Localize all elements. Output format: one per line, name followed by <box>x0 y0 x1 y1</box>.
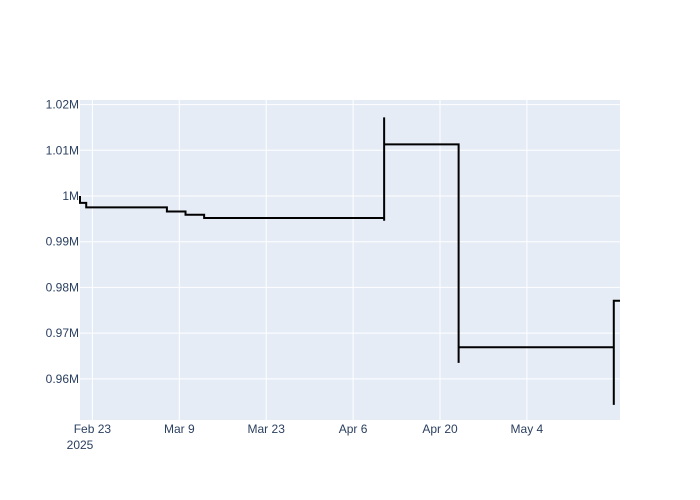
y-gridlines <box>80 104 620 380</box>
series-layer <box>79 117 620 405</box>
x-tick-labels: Feb 23 Mar 9 Mar 23 Apr 6 Apr 20 May 4 <box>74 422 544 436</box>
x-tick-label: Apr 6 <box>339 422 368 436</box>
y-tick-label: 0.98M <box>46 280 79 294</box>
x-axis-year-label: 2025 <box>67 438 94 452</box>
x-tick-label: Feb 23 <box>74 422 112 436</box>
y-tick-label: 0.97M <box>46 326 79 340</box>
y-tick-label: 0.96M <box>46 372 79 386</box>
x-gridlines <box>91 100 528 420</box>
y-tick-label: 1.02M <box>46 98 79 112</box>
x-tick-label: Mar 23 <box>248 422 286 436</box>
x-tick-label: Apr 20 <box>422 422 458 436</box>
y-tick-label: 1.01M <box>46 143 79 157</box>
x-tick-label: Mar 9 <box>164 422 195 436</box>
series-line <box>79 117 620 405</box>
y-tick-labels: 0.96M 0.97M 0.98M 0.99M 1M 1.01M 1.02M <box>46 98 79 386</box>
y-tick-label: 0.99M <box>46 235 79 249</box>
x-tick-label: May 4 <box>511 422 544 436</box>
plot-area <box>80 100 620 420</box>
y-tick-label: 1M <box>62 189 79 203</box>
